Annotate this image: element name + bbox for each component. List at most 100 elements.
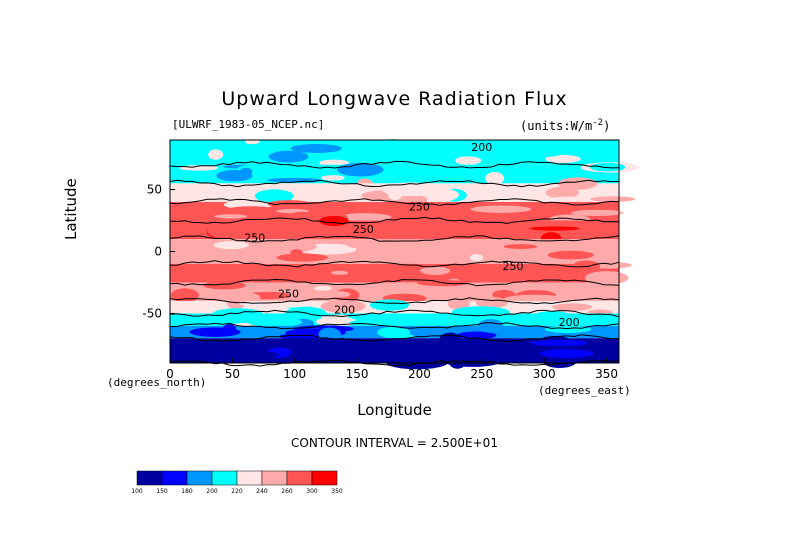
field-patch — [320, 299, 366, 313]
x-axis-units: (degrees_east) — [538, 384, 631, 397]
contour-interval-text: CONTOUR INTERVAL = 2.500E+01 — [291, 436, 498, 450]
field-patch — [462, 337, 482, 352]
field-patch — [456, 331, 497, 340]
contour-label: 200 — [471, 141, 492, 154]
field-patch — [530, 339, 588, 347]
colorbar-swatch — [261, 470, 288, 486]
colorbar-swatch — [286, 470, 313, 486]
colorbar-legend: 100 150 180 200 220 240 260 300 350 — [131, 470, 343, 495]
field-patch — [314, 285, 332, 291]
contour-line — [169, 322, 620, 330]
contour-label: 250 — [278, 287, 299, 300]
field-patch — [288, 211, 319, 221]
y-axis-units: (degrees_north) — [107, 376, 207, 389]
field-patch — [544, 154, 581, 163]
field-patch — [388, 189, 403, 201]
field-patch — [336, 162, 384, 177]
field-patch — [254, 189, 294, 203]
contour-line — [169, 297, 620, 305]
field-patch — [207, 224, 236, 238]
dataset-file-label: [ULWRF_1983-05_NCEP.nc] — [172, 118, 325, 131]
contour-line — [169, 216, 620, 225]
field-patch — [420, 266, 450, 275]
field-patch — [477, 319, 504, 333]
field-patch — [379, 266, 394, 278]
contour-label: 250 — [244, 232, 265, 245]
field-patch — [384, 138, 402, 148]
field-patch — [240, 293, 261, 303]
field-patch — [276, 253, 329, 262]
y-axis-title: Latitude — [62, 178, 80, 240]
colorbar-swatch — [161, 470, 188, 486]
field-patch — [571, 209, 624, 216]
x-tick-label: 150 — [346, 367, 369, 381]
colorbar-label: 240 — [256, 488, 268, 495]
contour-line — [169, 160, 620, 169]
chart-title: Upward Longwave Radiation Flux — [221, 88, 568, 110]
field-patch — [331, 270, 349, 275]
contour-line — [169, 235, 620, 243]
x-axis-title: Longitude — [357, 401, 432, 419]
contour-labels: 200 250 250 250 250 250 200 200 — [244, 141, 579, 329]
x-tick-label: 250 — [470, 367, 493, 381]
field-patch — [170, 288, 200, 303]
field-patch — [533, 311, 571, 321]
field-patch — [485, 172, 505, 185]
x-tick-label: 300 — [533, 367, 556, 381]
colorbar-label: 220 — [231, 488, 243, 495]
colorbar-swatch — [186, 470, 213, 486]
field-patch — [233, 343, 270, 350]
field-patch — [399, 226, 415, 235]
field-patch — [214, 214, 248, 219]
field-patch — [300, 226, 326, 233]
field-patch — [418, 227, 465, 232]
field-patch — [575, 149, 604, 159]
colorbar-label: 350 — [331, 488, 343, 495]
field-patch — [330, 291, 351, 298]
contour-line — [169, 334, 620, 343]
lat-band — [170, 220, 619, 240]
y-tick-label: 0 — [154, 245, 162, 259]
field-patch — [247, 317, 303, 327]
field-patch — [405, 174, 419, 181]
field-patch — [290, 143, 343, 153]
field-patch — [216, 169, 253, 182]
units-label: (units:W/m-2) — [520, 118, 611, 133]
field-patch — [454, 156, 482, 165]
field-patch — [182, 250, 220, 255]
field-patch — [547, 250, 594, 260]
contour-line — [169, 278, 620, 287]
field-patch — [590, 196, 636, 202]
field-patch — [424, 344, 439, 352]
colorbar-swatch — [136, 470, 163, 486]
field-patch — [320, 175, 345, 181]
field-patch — [238, 285, 256, 295]
field-patch — [470, 205, 532, 213]
field-patch — [491, 157, 537, 166]
field-patch — [529, 226, 580, 231]
field-patch — [469, 254, 484, 262]
field-patch — [208, 149, 224, 160]
field-patch — [212, 308, 264, 321]
field-patch — [189, 327, 241, 337]
contour-label: 250 — [409, 201, 430, 214]
colorbar-label: 200 — [206, 488, 218, 495]
field-patch — [447, 297, 470, 311]
field-patch — [358, 155, 419, 165]
field-patch — [524, 286, 574, 291]
colorbar-swatch — [311, 470, 338, 486]
colorbar-swatch — [236, 470, 263, 486]
field-patch — [562, 220, 597, 226]
colorbar-label: 300 — [306, 488, 318, 495]
field-patch — [205, 196, 222, 201]
field-patch — [337, 213, 392, 222]
plot-area — [170, 138, 640, 370]
field-patch — [203, 281, 246, 290]
x-tick-label: 100 — [283, 367, 306, 381]
field-patch — [333, 265, 392, 274]
field-patch — [439, 332, 462, 346]
colorbar-label: 100 — [131, 488, 143, 495]
contour-label: 200 — [334, 303, 355, 316]
field-patch — [213, 241, 249, 250]
